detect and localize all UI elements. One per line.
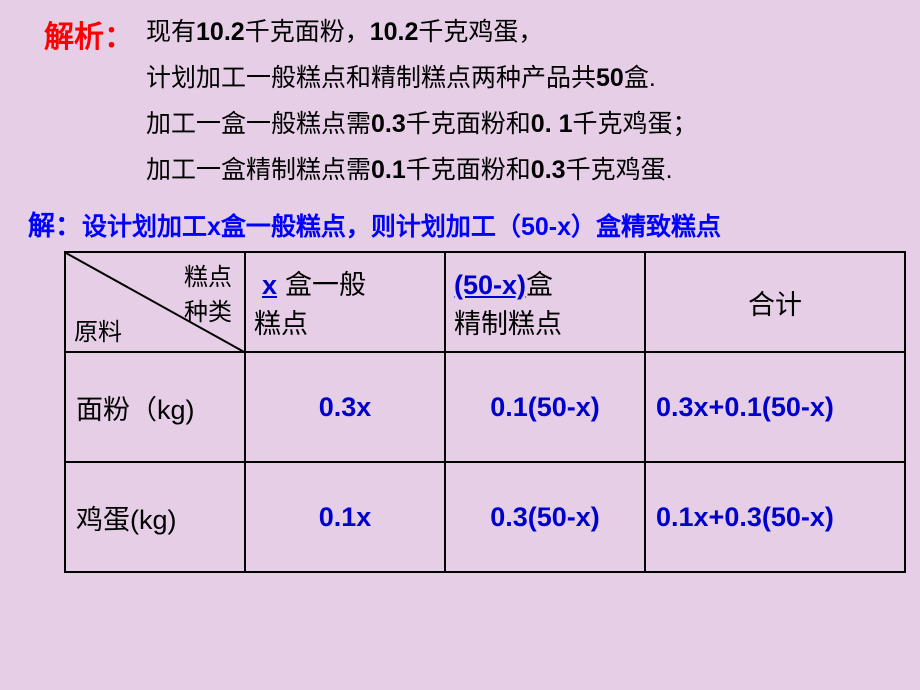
cell: 0.3(50-x) xyxy=(445,462,645,572)
solution-line: 解：设计划加工x盒一般糕点，则计划加工（50-x）盒精致糕点 xyxy=(28,204,896,243)
t: 计划加工一般糕点和精制糕点两种产品共 xyxy=(146,64,596,92)
t: 精制糕点 xyxy=(454,309,562,339)
t: 千克面粉和 xyxy=(406,156,531,184)
v: 50-x xyxy=(521,213,571,241)
diag-top-label: 糕点种类 xyxy=(184,257,238,327)
t: 盒. xyxy=(624,64,656,92)
table-row: 鸡蛋(kg) 0.1x 0.3(50-x) 0.1x+0.3(50-x) xyxy=(65,462,905,572)
cell: 0.3x+0.1(50-x) xyxy=(645,352,905,462)
problem-block: 解析： 现有10.2千克面粉，10.2千克鸡蛋， 计划加工一般糕点和精制糕点两种… xyxy=(44,12,896,196)
cell: 0.3x xyxy=(245,352,445,462)
cell: 0.1(50-x) xyxy=(445,352,645,462)
t: 千克鸡蛋. xyxy=(566,156,673,184)
cell: 0.1x+0.3(50-x) xyxy=(645,462,905,572)
table-row: 面粉（kg) 0.3x 0.1(50-x) 0.3x+0.1(50-x) xyxy=(65,352,905,462)
t: 千克鸡蛋； xyxy=(573,110,698,138)
v: 10.2 xyxy=(196,18,245,46)
solution-label: 解： xyxy=(28,211,82,241)
t: 千克鸡蛋， xyxy=(418,18,543,46)
diagonal-header-cell: 糕点种类 原料 xyxy=(65,252,245,352)
v: 50 xyxy=(596,64,624,92)
problem-lines: 现有10.2千克面粉，10.2千克鸡蛋， 计划加工一般糕点和精制糕点两种产品共5… xyxy=(146,12,698,196)
problem-line-2: 计划加工一般糕点和精制糕点两种产品共50盒. xyxy=(146,58,698,94)
analysis-label: 解析： xyxy=(44,12,134,56)
t: 糕点 xyxy=(254,309,308,339)
v: 0.3 xyxy=(531,156,566,184)
problem-line-4: 加工一盒精制糕点需0.1千克面粉和0.3千克鸡蛋. xyxy=(146,150,698,186)
col-header-refined: (50-x)盒精制糕点 xyxy=(445,252,645,352)
v: x xyxy=(207,213,221,241)
t: 加工一盒精制糕点需 xyxy=(146,156,371,184)
v: 0. 1 xyxy=(531,110,573,138)
v: 10.2 xyxy=(370,18,419,46)
problem-line-3: 加工一盒一般糕点需0.3千克面粉和0. 1千克鸡蛋； xyxy=(146,104,698,140)
t: 设计划加工 xyxy=(82,213,207,241)
header-var: (50-x) xyxy=(454,270,526,300)
diag-bot-label: 原料 xyxy=(74,312,122,347)
header-var: x xyxy=(254,270,285,300)
t: 糕点种类 xyxy=(184,257,238,327)
t: 盒一般 xyxy=(285,270,366,300)
col-header-total: 合计 xyxy=(645,252,905,352)
t: 加工一盒一般糕点需 xyxy=(146,110,371,138)
v: 0.1 xyxy=(371,156,406,184)
solution-text: 设计划加工x盒一般糕点，则计划加工（50-x）盒精致糕点 xyxy=(82,213,721,241)
t: ）盒精致糕点 xyxy=(571,213,721,241)
row-label-egg: 鸡蛋(kg) xyxy=(65,462,245,572)
t: 现有 xyxy=(146,18,196,46)
problem-line-1: 现有10.2千克面粉，10.2千克鸡蛋， xyxy=(146,12,698,48)
t: 千克面粉， xyxy=(245,18,370,46)
table-header-row: 糕点种类 原料 x盒一般糕点 (50-x)盒精制糕点 合计 xyxy=(65,252,905,352)
cell: 0.1x xyxy=(245,462,445,572)
data-table: 糕点种类 原料 x盒一般糕点 (50-x)盒精制糕点 合计 面粉（kg) 0.3… xyxy=(64,251,906,573)
v: 0.3 xyxy=(371,110,406,138)
col-header-general: x盒一般糕点 xyxy=(245,252,445,352)
row-label-flour: 面粉（kg) xyxy=(65,352,245,462)
t: 盒一般糕点，则计划加工（ xyxy=(221,213,521,241)
t: 盒 xyxy=(526,270,553,300)
t: 千克面粉和 xyxy=(406,110,531,138)
